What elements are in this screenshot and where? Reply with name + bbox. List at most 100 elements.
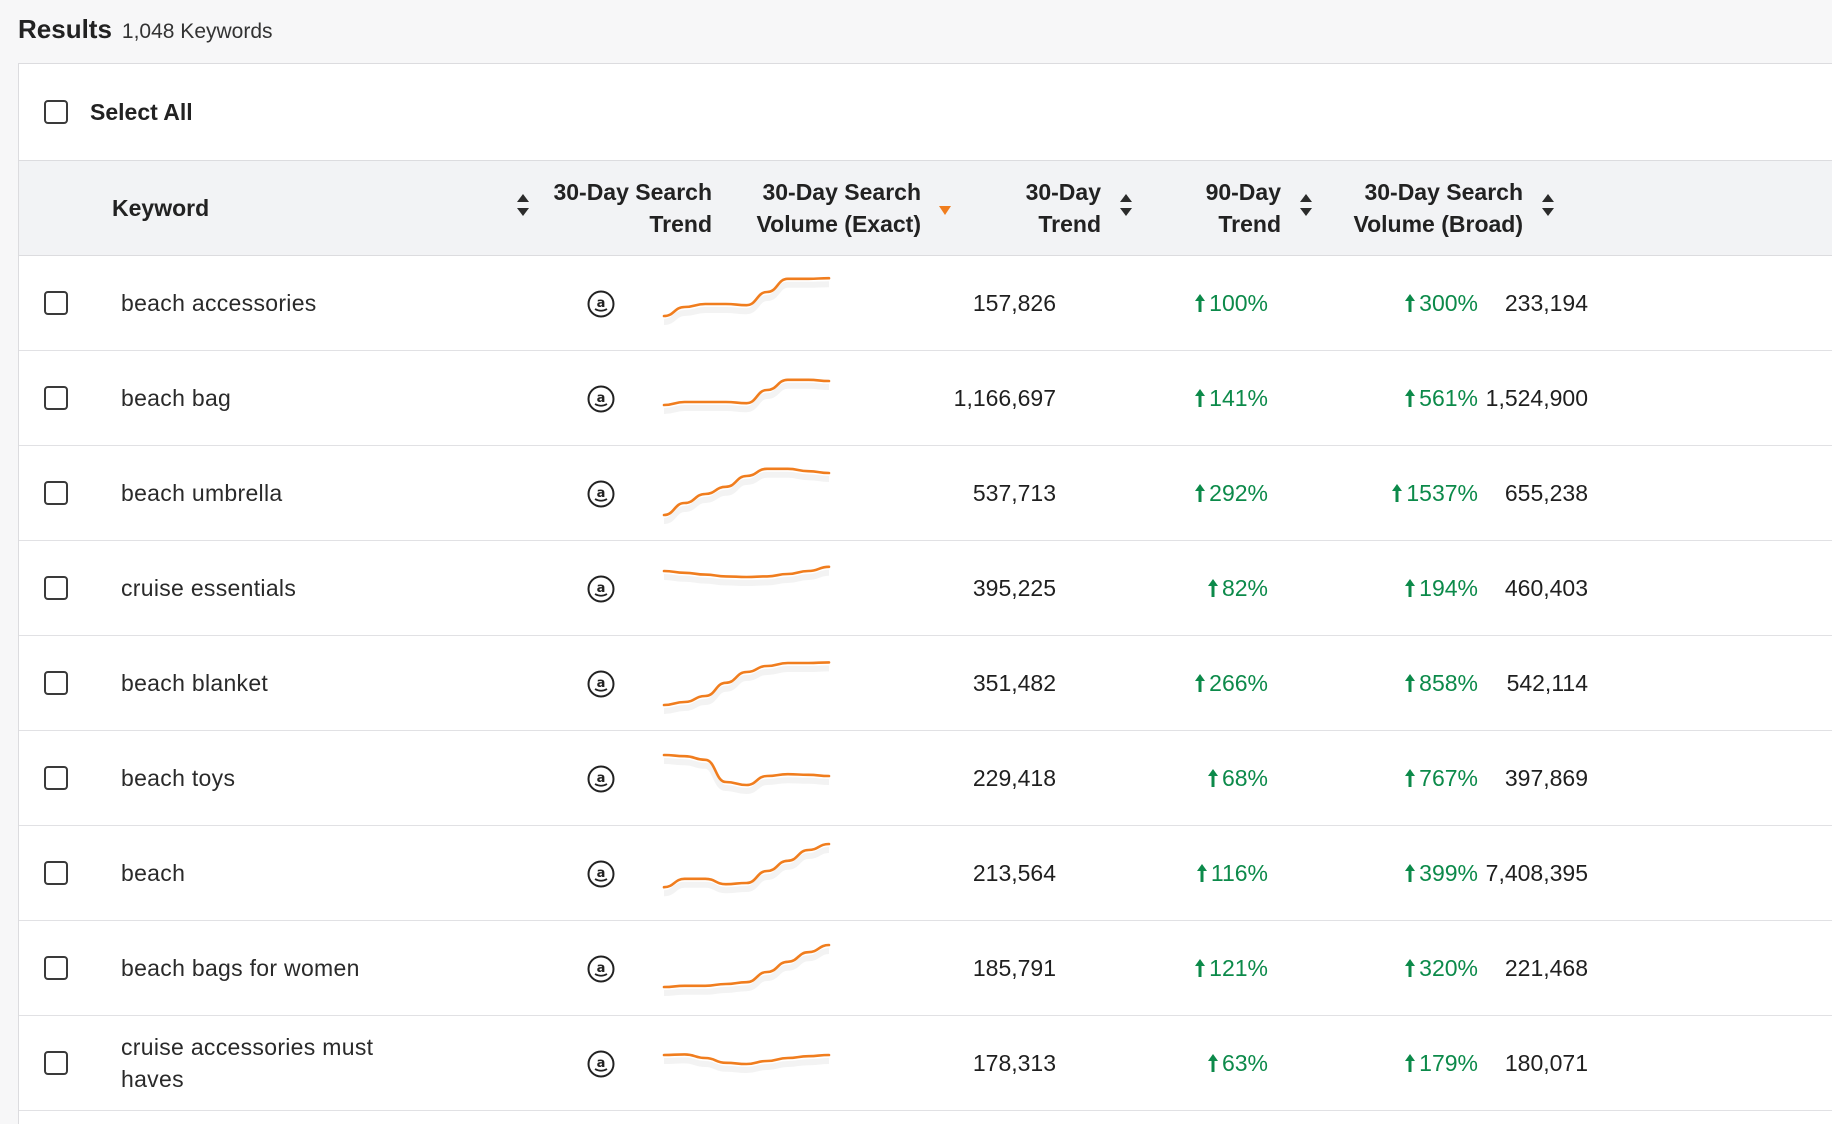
sort-icon[interactable]: [516, 192, 530, 222]
select-all-bar: Select All: [19, 64, 1832, 161]
trend-90-text: 300%: [1419, 289, 1478, 316]
keyword-text[interactable]: beach toys: [121, 765, 236, 791]
volume-exact-value: 213,564: [972, 859, 1056, 886]
trend-90-value: 767%: [1403, 731, 1478, 825]
column-header-volume-exact-label: 30-Day Search Volume (Exact): [757, 176, 921, 240]
amazon-icon[interactable]: a: [586, 1049, 616, 1079]
trend-30-value: 63%: [1206, 1016, 1268, 1110]
sparkline-shadow: [663, 471, 830, 524]
keyword-text[interactable]: cruise essentials: [121, 575, 297, 601]
keyword-text[interactable]: beach bag: [121, 385, 232, 411]
column-header-line: Trend: [649, 211, 712, 237]
sparkline-line: [662, 753, 831, 787]
select-all-label[interactable]: Select All: [90, 98, 193, 125]
volume-broad-value: 460,403: [1504, 574, 1588, 601]
column-header-line: 30-Day Search: [762, 179, 921, 205]
row-checkbox[interactable]: [44, 576, 68, 600]
trend-30-value: 266%: [1193, 636, 1268, 730]
trend-30-text: 63%: [1221, 1049, 1268, 1076]
column-header-line: 30-Day Search: [553, 179, 712, 205]
sparkline-line: [662, 1053, 831, 1066]
volume-exact-value: 157,826: [972, 289, 1056, 316]
sort-icon[interactable]: [1119, 192, 1133, 222]
sparkline-shadow: [663, 948, 830, 996]
keyword-text[interactable]: beach umbrella: [121, 480, 283, 506]
amazon-icon[interactable]: a: [586, 479, 616, 509]
volume-exact-value: 395,225: [972, 574, 1056, 601]
sort-icon[interactable]: [1541, 192, 1555, 222]
trend-30-value: 116%: [1195, 826, 1268, 920]
table-row[interactable]: cruise essentials a 395,225 82% 194% 460…: [19, 541, 1832, 636]
row-checkbox[interactable]: [44, 766, 68, 790]
sparkline-chart: [662, 842, 831, 897]
table-row[interactable]: beach accessories a 157,826 100% 300% 23…: [19, 256, 1832, 351]
arrow-up-icon: [1195, 484, 1206, 502]
column-header-trend-30-label: 30-Day Trend: [1026, 176, 1101, 240]
trend-90-text: 399%: [1419, 859, 1478, 886]
trend-90-text: 858%: [1419, 669, 1478, 696]
row-checkbox[interactable]: [44, 291, 68, 315]
volume-broad-value: 397,869: [1504, 764, 1588, 791]
trend-30-text: 292%: [1209, 479, 1268, 506]
table-row[interactable]: beach bag a 1,166,697 141% 561% 1,524,90…: [19, 351, 1832, 446]
sparkline-line: [662, 842, 831, 889]
trend-30-value: 121%: [1193, 921, 1268, 1015]
results-header: Results 1,048 Keywords: [18, 14, 273, 48]
column-header-volume-broad[interactable]: 30-Day Search Volume (Broad): [1319, 161, 1523, 255]
arrow-up-icon: [1392, 484, 1403, 502]
table-row[interactable]: beach blanket a 351,482 266% 858% 542,11…: [19, 636, 1832, 731]
svg-text:a: a: [597, 1056, 606, 1071]
results-title: Results: [18, 14, 112, 44]
keyword-text[interactable]: beach accessories: [121, 290, 317, 316]
keyword-text[interactable]: cruise accessories must haves: [121, 1034, 374, 1092]
results-panel: Select All Keyword 30-Day Search Trend 3…: [18, 63, 1832, 1124]
sparkline-shadow: [663, 382, 830, 414]
trend-90-value: 1537%: [1390, 446, 1478, 540]
arrow-up-icon: [1207, 1054, 1218, 1072]
trend-30-value: 68%: [1206, 731, 1268, 825]
row-checkbox[interactable]: [44, 481, 68, 505]
row-checkbox[interactable]: [44, 861, 68, 885]
amazon-icon[interactable]: a: [586, 669, 616, 699]
table-row[interactable]: beach umbrella a 537,713 292% 1537% 655,…: [19, 446, 1832, 541]
arrow-up-icon: [1405, 579, 1416, 597]
select-all-checkbox[interactable]: [44, 100, 68, 124]
row-checkbox[interactable]: [44, 386, 68, 410]
trend-30-text: 121%: [1209, 954, 1268, 981]
arrow-up-icon: [1405, 674, 1416, 692]
amazon-icon[interactable]: a: [586, 289, 616, 319]
arrow-up-icon: [1405, 294, 1416, 312]
amazon-icon[interactable]: a: [586, 954, 616, 984]
volume-broad-value: 180,071: [1504, 1049, 1588, 1076]
column-header-trend-90[interactable]: 90-Day Trend: [1149, 161, 1281, 255]
column-header-volume-exact[interactable]: 30-Day Search Volume (Exact): [739, 161, 921, 255]
table-row[interactable]: beach toys a 229,418 68% 767% 397,869: [19, 731, 1832, 826]
keyword-text[interactable]: beach bags for women: [121, 955, 360, 981]
volume-broad-value: 7,408,395: [1485, 859, 1588, 886]
trend-90-text: 561%: [1419, 384, 1478, 411]
volume-broad-value: 655,238: [1504, 479, 1588, 506]
arrow-up-icon: [1405, 389, 1416, 407]
amazon-icon[interactable]: a: [586, 574, 616, 604]
keyword-text[interactable]: beach: [121, 860, 186, 886]
sparkline-shadow: [663, 1057, 830, 1074]
volume-exact-value: 537,713: [972, 479, 1056, 506]
row-checkbox[interactable]: [44, 1051, 68, 1075]
row-checkbox[interactable]: [44, 956, 68, 980]
column-header-trend-30[interactable]: 30-Day Trend: [969, 161, 1101, 255]
table-row[interactable]: beach bags for women a 185,791 121% 320%…: [19, 921, 1832, 1016]
keyword-text[interactable]: beach blanket: [121, 670, 269, 696]
row-checkbox[interactable]: [44, 671, 68, 695]
trend-90-value: 399%: [1403, 826, 1478, 920]
amazon-icon[interactable]: a: [586, 859, 616, 889]
table-row[interactable]: cruise accessories must haves a 178,313 …: [19, 1016, 1832, 1111]
trend-30-text: 266%: [1209, 669, 1268, 696]
column-header-keyword[interactable]: Keyword: [112, 161, 209, 255]
amazon-icon[interactable]: a: [586, 384, 616, 414]
svg-text:a: a: [597, 676, 606, 691]
table-header: Keyword 30-Day Search Trend 30-Day Searc…: [19, 161, 1832, 256]
table-row[interactable]: beach a 213,564 116% 399% 7,408,395: [19, 826, 1832, 921]
sort-descending-icon[interactable]: [939, 206, 951, 215]
amazon-icon[interactable]: a: [586, 764, 616, 794]
sort-icon[interactable]: [1299, 192, 1313, 222]
